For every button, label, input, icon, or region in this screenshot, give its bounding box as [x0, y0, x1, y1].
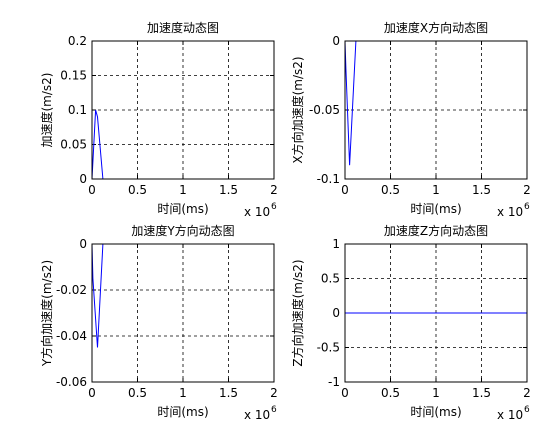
y-tick-label: 0.15: [60, 69, 87, 83]
x-tick-label: 0: [341, 386, 349, 400]
y-tick-label: 0: [79, 172, 87, 186]
x-tick-label: 1: [179, 386, 187, 400]
x-tick-label: 2: [270, 183, 278, 197]
y-axis-label: X方向加速度(m/s2): [290, 56, 305, 163]
y-tick-label: -0.05: [309, 103, 340, 117]
x-exponent-power: 6: [271, 405, 277, 415]
y-tick-label: 0: [79, 237, 87, 251]
y-tick-label: -1: [328, 375, 340, 389]
x-tick-label: 2: [523, 183, 531, 197]
x-axis-label: 时间(ms): [157, 202, 208, 216]
x-tick-label: 1.5: [219, 386, 238, 400]
x-tick-label: 0: [88, 386, 96, 400]
x-tick-label: 1.5: [472, 386, 491, 400]
chart-title: 加速度动态图: [147, 20, 219, 35]
chart-title: 加速度Y方向动态图: [131, 223, 234, 238]
x-exponent-base: x 10: [244, 205, 270, 219]
x-tick-label: 0.5: [381, 183, 400, 197]
axes-box: [91, 243, 275, 383]
y-tick-label: 0.1: [68, 103, 87, 117]
y-tick-label: 1: [332, 237, 340, 251]
chart-title: 加速度X方向动态图: [384, 20, 488, 35]
x-axis-label: 时间(ms): [410, 405, 461, 419]
subplot-3: 0 0.5 1 1.5 2 -0.06 -0.04 -0.02 0 加速度Y方向动态图时间(ms)…: [39, 223, 278, 422]
x-axis-label: 时间(ms): [410, 202, 461, 216]
y-tick-label: 0.05: [60, 138, 87, 152]
x-exponent-base: x 10: [497, 205, 523, 219]
y-tick-label: -0.04: [56, 329, 87, 343]
x-tick-label: 0.5: [381, 386, 400, 400]
x-tick-label: 1: [432, 386, 440, 400]
x-tick-label: 1.5: [472, 183, 491, 197]
x-tick-label: 0.5: [128, 183, 147, 197]
x-exponent-base: x 10: [244, 408, 270, 422]
x-tick-label: 1.5: [219, 183, 238, 197]
y-axis-label: Y方向加速度(m/s2): [39, 260, 54, 367]
axes-box: [344, 40, 528, 180]
x-exponent-power: 6: [524, 202, 530, 212]
x-exponent-power: 6: [271, 202, 277, 212]
chart-title: 加速度Z方向动态图: [384, 223, 488, 238]
y-tick-label: 0: [332, 306, 340, 320]
x-axis-label: 时间(ms): [157, 405, 208, 419]
x-tick-label: 2: [270, 386, 278, 400]
y-tick-label: 0.5: [321, 272, 340, 286]
x-exponent-base: x 10: [497, 408, 523, 422]
x-exponent-power: 6: [524, 405, 530, 415]
y-tick-label: 0.2: [68, 34, 87, 48]
x-tick-label: 2: [523, 386, 531, 400]
x-tick-label: 1: [179, 183, 187, 197]
y-axis-label: 加速度(m/s2): [39, 73, 54, 148]
x-tick-label: 0.5: [128, 386, 147, 400]
x-tick-label: 1: [432, 183, 440, 197]
y-axis-label: Z方向加速度(m/s2): [290, 259, 305, 366]
axes-box: [344, 243, 528, 383]
axes-box: [91, 40, 275, 180]
x-tick-label: 0: [88, 183, 96, 197]
x-tick-label: 0: [341, 183, 349, 197]
y-tick-label: -0.02: [56, 283, 87, 297]
y-tick-label: -0.1: [317, 172, 340, 186]
y-tick-label: -0.5: [317, 341, 340, 355]
y-tick-label: 0: [332, 34, 340, 48]
y-tick-label: -0.06: [56, 375, 87, 389]
